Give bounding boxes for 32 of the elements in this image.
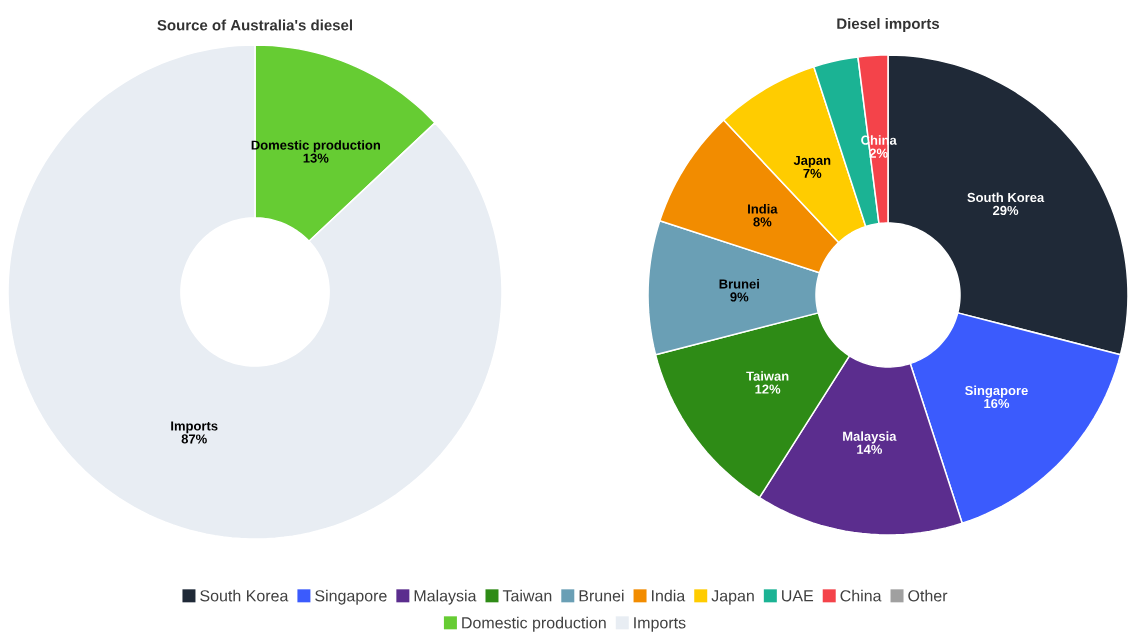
slice-label: Taiwan [746, 371, 789, 381]
legend-label: Imports [634, 617, 686, 632]
slice-label: Brunei [719, 279, 759, 289]
slice-label: South Korea [967, 192, 1045, 203]
data-label: 87% [181, 434, 207, 444]
data-label: 7% [803, 168, 822, 178]
legend-label: China [840, 589, 882, 602]
data-label: 9% [730, 292, 749, 302]
data-label: 16% [984, 398, 1010, 409]
slice-label: Malaysia [843, 431, 897, 444]
slice-label: China [861, 135, 897, 145]
data-label: 14% [857, 444, 883, 454]
chart-title: Diesel imports [837, 18, 940, 32]
data-label: 13% [303, 153, 329, 163]
legend-label: Malaysia [414, 589, 477, 605]
legend-label: Japan [711, 590, 754, 605]
legend-label: Taiwan [502, 589, 552, 602]
legend-label: UAE [782, 590, 814, 602]
slice-label: Singapore [965, 385, 1028, 398]
slice-label: Japan [793, 155, 831, 168]
slice-label: Imports [171, 421, 218, 434]
slice-label: India [748, 203, 778, 214]
legend-label: Singapore [315, 589, 387, 605]
chart-title: Source of Australia's diesel [157, 19, 352, 31]
data-label: 12% [755, 384, 781, 394]
legend-label: South Korea [200, 589, 289, 602]
legend-label: Domestic production [462, 616, 606, 632]
data-label: 29% [993, 205, 1019, 216]
legend-label: India [652, 589, 686, 602]
legend-label: Other [908, 589, 948, 602]
data-label: 8% [753, 217, 772, 227]
legend-label: Brunei [579, 589, 624, 602]
